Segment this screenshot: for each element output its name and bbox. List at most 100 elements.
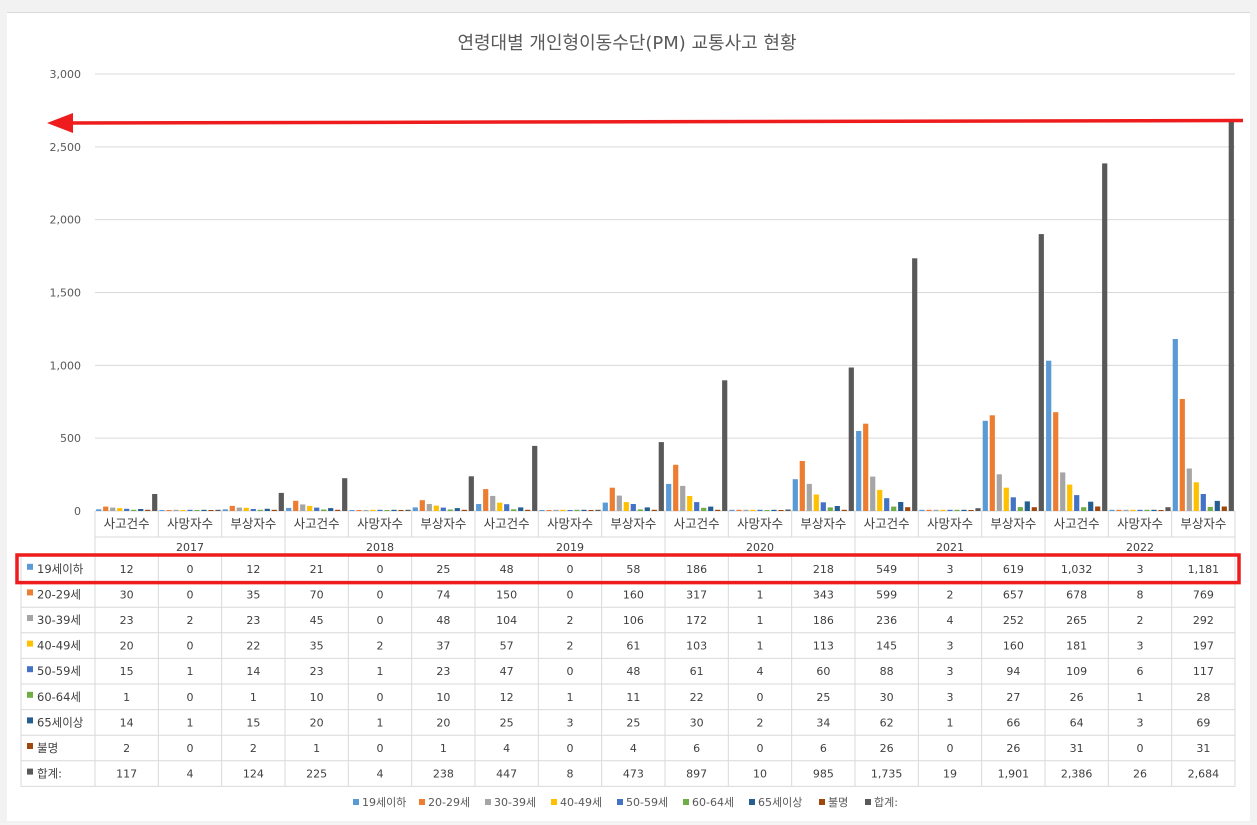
legend-label: 19세이하 [362, 795, 406, 809]
table-cell: 3 [1137, 716, 1144, 729]
table-cell: 343 [813, 588, 834, 601]
bar [1053, 412, 1059, 511]
bar [215, 509, 221, 511]
row-label: 50-59세 [37, 664, 81, 678]
table-cell: 57 [500, 640, 514, 653]
bar [1024, 501, 1030, 511]
bar [468, 476, 474, 511]
year-label: 2020 [746, 541, 774, 554]
table-cell: 769 [1193, 588, 1214, 601]
table-cell: 0 [757, 742, 764, 755]
table-cell: 2 [567, 640, 574, 653]
bar [201, 509, 207, 511]
bar [1067, 484, 1073, 511]
table-cell: 2 [250, 742, 257, 755]
table-cell: 238 [433, 768, 454, 781]
table-cell: 25 [816, 691, 830, 704]
subcategory-label: 부상자수 [800, 516, 846, 531]
table-cell: 48 [500, 563, 514, 576]
y-tick-label: 2,500 [50, 141, 82, 154]
bar [898, 502, 904, 511]
legend-swatch [419, 799, 425, 805]
annotations [15, 113, 1244, 585]
legend: 19세이하 20-29세 30-39세 40-49세 50-59세 60-64세 65세이상… [353, 795, 898, 809]
table-cell: 20 [120, 640, 134, 653]
subcategory-label: 부상자수 [1180, 516, 1226, 531]
table-cell: 26 [1133, 768, 1147, 781]
table-cell: 113 [813, 640, 834, 653]
bar [637, 509, 643, 511]
subcategory-label: 사고건수 [674, 516, 720, 531]
subcategory-label: 부상자수 [610, 516, 656, 531]
table-cell: 28 [1196, 691, 1210, 704]
bar [300, 504, 306, 511]
table-cell: 37 [436, 640, 450, 653]
bar [630, 504, 636, 511]
bar [771, 509, 777, 511]
bar [117, 508, 123, 511]
bar [968, 510, 974, 511]
legend-swatch [865, 799, 871, 805]
table-cell: 225 [306, 768, 327, 781]
bar [96, 509, 102, 511]
bar [1123, 509, 1129, 511]
table-cell: 3 [947, 640, 954, 653]
table-cell: 4 [503, 742, 510, 755]
table-cell: 236 [876, 614, 897, 627]
bar [110, 507, 116, 511]
bar [666, 483, 672, 511]
subcategory-label: 사망자수 [167, 516, 213, 531]
table-cell: 1 [440, 742, 447, 755]
year-label: 2019 [556, 541, 584, 554]
table-cell: 0 [187, 563, 194, 576]
table-cell: 599 [876, 588, 897, 601]
bar [975, 508, 981, 511]
table-cell: 31 [1070, 742, 1084, 755]
table-cell: 1 [187, 665, 194, 678]
table-cell: 1 [250, 691, 257, 704]
bar [891, 506, 897, 511]
bar [511, 509, 517, 511]
table-cell: 1 [313, 742, 320, 755]
bar [1031, 507, 1037, 511]
table-cell: 30 [120, 588, 134, 601]
table-cell: 0 [567, 742, 574, 755]
table-cell: 0 [377, 563, 384, 576]
bar [103, 506, 109, 511]
table-cell: 1 [377, 716, 384, 729]
bar [490, 495, 496, 511]
bar [370, 509, 376, 511]
table-cell: 3 [947, 563, 954, 576]
table-cell: 0 [377, 614, 384, 627]
bar [546, 510, 552, 511]
row-label: 30-39세 [37, 613, 81, 627]
table-cell: 1 [947, 716, 954, 729]
table-cell: 10 [753, 768, 767, 781]
y-tick-label: 1,500 [50, 287, 82, 300]
subcategory-label: 사고건수 [1054, 516, 1100, 531]
table-cell: 74 [436, 588, 450, 601]
bar [461, 509, 467, 511]
bar [1172, 339, 1178, 511]
table-cell: 14 [120, 716, 134, 729]
table-cell: 45 [310, 614, 324, 627]
bar [799, 461, 805, 511]
bar [124, 508, 130, 511]
table-cell: 14 [246, 665, 260, 678]
table-cell: 0 [377, 588, 384, 601]
row-legend-swatch [27, 666, 33, 673]
bar [1102, 163, 1108, 511]
table-cell: 6 [693, 742, 700, 755]
year-label: 2018 [366, 541, 394, 554]
table-cell: 447 [496, 768, 517, 781]
table-cell: 0 [1137, 742, 1144, 755]
table-cell: 15 [120, 665, 134, 678]
table-cell: 64 [1070, 716, 1084, 729]
table-cell: 20 [310, 716, 324, 729]
table-cell: 1 [123, 691, 130, 704]
bar [813, 494, 819, 511]
bar [1158, 510, 1164, 511]
subcategory-label: 사망자수 [547, 516, 593, 531]
bar [673, 464, 679, 511]
bar [1003, 487, 1009, 511]
